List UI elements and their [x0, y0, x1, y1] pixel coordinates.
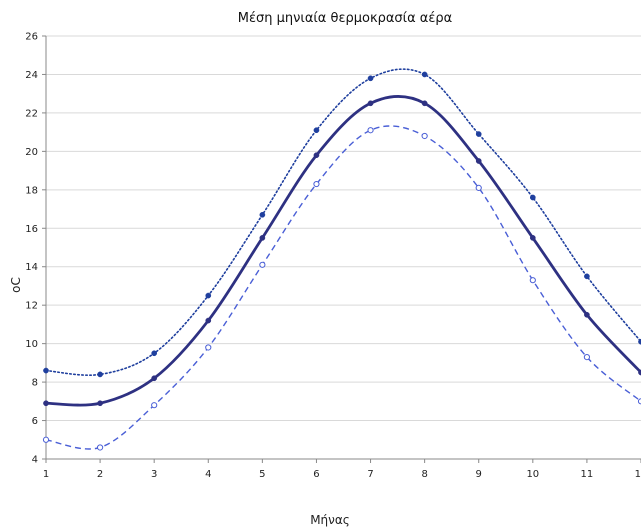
mean-series-point — [367, 100, 374, 107]
upper-series-point — [584, 273, 590, 280]
mean-series-point — [43, 400, 49, 407]
x-tick-label: 8 — [421, 469, 427, 480]
upper-series-point — [313, 127, 320, 134]
y-axis-title: oC — [9, 277, 23, 293]
y-tick-label: 24 — [25, 70, 38, 81]
y-tick-label: 6 — [32, 416, 38, 427]
mean-series-point — [421, 100, 428, 107]
x-tick-label: 12 — [635, 469, 641, 480]
mean-series-point — [475, 158, 482, 164]
series-markers — [42, 71, 641, 451]
mean-series-point — [97, 400, 103, 407]
upper-series-point — [259, 211, 266, 218]
x-tick-label: 5 — [259, 469, 265, 480]
y-tick-label: 12 — [25, 301, 38, 312]
y-tick-label: 18 — [25, 185, 38, 196]
y-tick-label: 20 — [25, 147, 38, 158]
mean-series-point — [638, 369, 641, 376]
lower-series-point — [367, 127, 374, 134]
upper-series-point — [529, 194, 536, 201]
lower-series-point — [637, 398, 641, 405]
upper-series-line — [45, 68, 641, 376]
x-tick-label: 3 — [151, 469, 157, 480]
lower-series-point — [259, 261, 266, 268]
x-tick-label: 7 — [367, 469, 373, 480]
x-tick-label: 11 — [581, 469, 594, 480]
lower-series-point — [205, 344, 212, 351]
mean-series-point — [313, 152, 320, 159]
gridlines — [46, 35, 641, 422]
upper-series-point — [43, 367, 49, 374]
x-tick-label: 1 — [43, 469, 49, 480]
y-tick-label: 26 — [25, 32, 38, 43]
mean-series-point — [259, 235, 266, 241]
lower-series-point — [475, 184, 482, 191]
y-tick-label: 14 — [25, 262, 38, 273]
upper-series-point — [638, 338, 641, 345]
y-tick-label: 10 — [25, 339, 38, 350]
lower-series-point — [151, 402, 158, 409]
lower-series-point — [42, 436, 50, 443]
axes — [42, 35, 641, 463]
x-tick-label: 9 — [476, 469, 482, 480]
tick-labels: 468101214161820222426123456789101112 — [25, 32, 641, 481]
upper-series-point — [421, 71, 428, 78]
y-tick-label: 4 — [32, 455, 38, 466]
upper-series-point — [205, 292, 212, 299]
mean-series-point — [205, 317, 212, 324]
y-tick-label: 16 — [25, 224, 38, 235]
x-axis-title: Μήνας — [310, 513, 350, 527]
x-tick-label: 10 — [526, 469, 539, 480]
upper-series-point — [367, 75, 374, 82]
lower-series-point — [583, 353, 591, 361]
mean-series-point — [584, 311, 590, 318]
mean-series-point — [151, 375, 158, 382]
upper-series-point — [97, 371, 103, 378]
lower-series-point — [421, 132, 428, 140]
lower-series-point — [96, 444, 104, 451]
lower-series-point — [529, 277, 536, 284]
mean-series-line — [44, 95, 641, 407]
y-tick-label: 8 — [32, 378, 38, 389]
upper-series-point — [475, 131, 482, 137]
mean-series-point — [529, 235, 536, 241]
chart-title: Μέση μηνιαία θερμοκρασία αέρα — [238, 11, 452, 26]
x-tick-label: 6 — [313, 469, 319, 480]
y-tick-label: 22 — [25, 108, 38, 119]
x-tick-label: 2 — [97, 469, 103, 480]
series-lines — [44, 68, 641, 450]
upper-series-point — [151, 350, 158, 357]
lower-series-point — [313, 180, 320, 188]
lower-series-line — [45, 125, 641, 450]
x-tick-label: 4 — [205, 469, 211, 480]
